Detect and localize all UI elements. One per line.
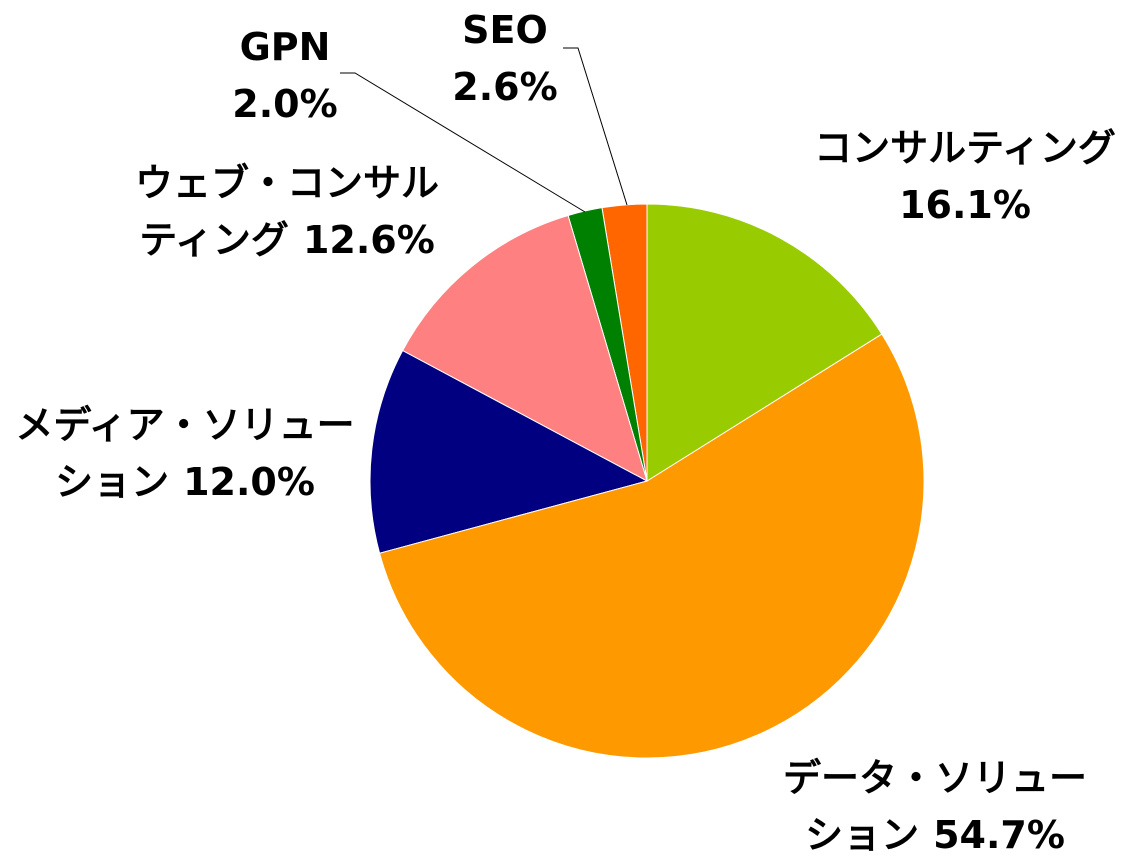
slice-label: メディア・ソリューション 12.0% (0, 397, 373, 511)
leader-line (340, 72, 586, 213)
slice-label: GPN 2.0% (185, 19, 385, 133)
category-label: SEO (462, 8, 548, 52)
value-label: 2.6% (452, 65, 558, 109)
category-label: ウェブ・コンサルティング (134, 161, 439, 262)
value-label: 2.0% (232, 82, 338, 126)
value-label: 12.0% (183, 460, 315, 504)
leader-line (563, 47, 628, 206)
value-label: 54.7% (933, 813, 1065, 857)
slice-label: データ・ソリューション 54.7% (770, 750, 1100, 864)
category-label: コンサルティング (814, 126, 1116, 170)
slice-label: ウェブ・コンサルティング 12.6% (120, 155, 455, 269)
category-label: GPN (239, 25, 331, 69)
pie-slice (401, 214, 648, 483)
category-label: データ・ソリューション (782, 756, 1087, 857)
pie-slice (369, 349, 649, 554)
pie-slice (646, 203, 883, 482)
category-label: メディア・ソリューション (15, 403, 355, 504)
slice-label: SEO 2.6% (405, 2, 605, 116)
value-label: 16.1% (899, 183, 1031, 227)
pie-slice (378, 333, 925, 759)
slice-label: コンサルティング 16.1% (765, 120, 1142, 234)
value-label: 12.6% (302, 218, 435, 262)
